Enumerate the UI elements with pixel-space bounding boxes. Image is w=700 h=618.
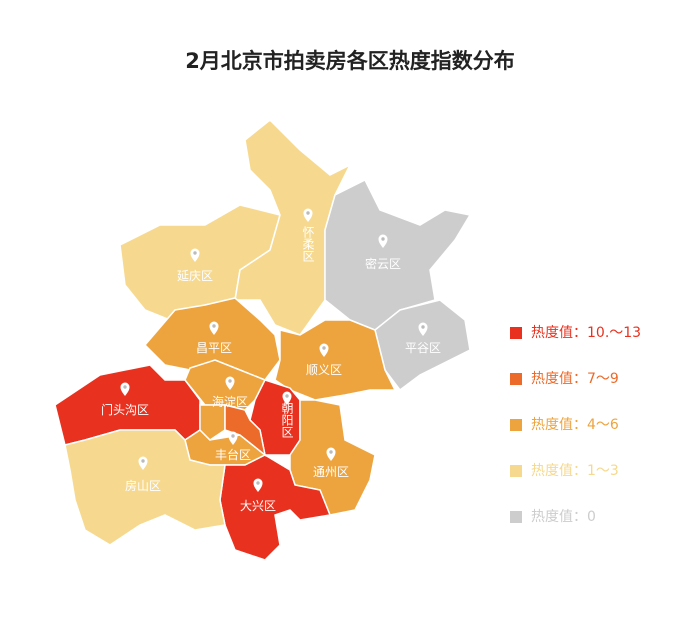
district-label: 顺义区 xyxy=(306,363,342,377)
district xyxy=(374,299,471,392)
district-label: 平谷区 xyxy=(405,341,441,355)
legend-label: 热度值：4～6 xyxy=(531,417,619,433)
district-label: 延庆区 xyxy=(177,269,213,283)
district-label: 大兴区 xyxy=(240,499,276,513)
title: 2月北京市拍卖房各区热度指数分布 xyxy=(185,49,515,73)
legend-label: 热度值：1～3 xyxy=(531,463,619,479)
district-label: 房山区 xyxy=(125,478,161,493)
district-label: 通州区 xyxy=(313,465,349,479)
legend-label: 热度值：0 xyxy=(531,509,596,525)
district xyxy=(234,118,352,336)
district xyxy=(219,454,332,561)
district-label: 丰台区 xyxy=(215,447,251,462)
district xyxy=(274,319,397,401)
legend-label: 热度值：10.～13 xyxy=(531,325,641,341)
district-label: 怀柔区 xyxy=(301,226,315,262)
legend-swatch xyxy=(510,327,522,339)
district xyxy=(64,429,226,546)
legend-label: 热度值：7～9 xyxy=(531,371,619,387)
district-labels: 延庆区 怀柔区 密云区 平谷区 昌平区 顺义区 门头沟区 海淀区 朝阳区 丰台区… xyxy=(101,226,441,513)
legend-swatch xyxy=(510,511,522,523)
district-label: 朝阳区 xyxy=(280,402,294,438)
legend-swatch xyxy=(510,419,522,431)
district-label: 密云区 xyxy=(365,256,401,271)
district-label: 海淀区 xyxy=(212,394,248,409)
districts xyxy=(54,118,472,561)
legend-swatch xyxy=(510,465,522,477)
legend: 热度值：10.～13 热度值：7～9 热度值：4～6 热度值：1～3 热度值：0 xyxy=(510,325,641,525)
district-label: 昌平区 xyxy=(196,341,232,355)
district xyxy=(224,404,267,457)
district-label: 门头沟区 xyxy=(101,402,149,417)
legend-swatch xyxy=(510,373,522,385)
district xyxy=(199,404,226,441)
